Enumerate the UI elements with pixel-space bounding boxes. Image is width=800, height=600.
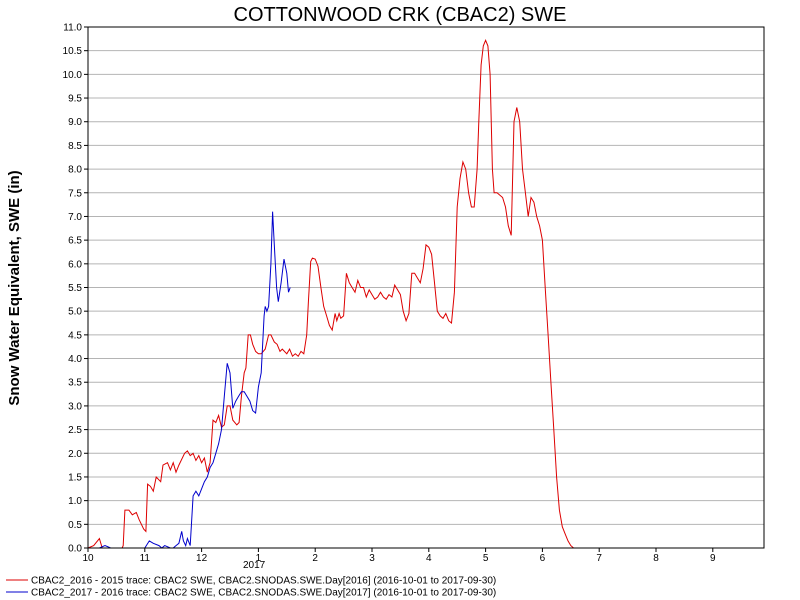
x-tick-label: 8: [653, 553, 659, 564]
y-tick-label: 5.5: [68, 283, 82, 294]
y-tick-label: 10.5: [63, 46, 83, 57]
x-tick-label: 10: [82, 553, 94, 564]
series-line-1: [87, 38, 764, 549]
legend-entry-1: CBAC2_2016 - 2015 trace: CBAC2 SWE, CBAC…: [31, 576, 496, 587]
y-tick-label: 0.5: [68, 520, 82, 531]
y-tick-label: 1.5: [68, 472, 82, 483]
y-tick-labels: 0.0 0.5 1.0 1.5 2.0 2.5 3.0 3.5 4.0 4.5 5.0 5.5 6.0 6…: [63, 23, 88, 555]
x-tick-label: 7: [596, 553, 602, 564]
y-tick-label: 7.5: [68, 188, 82, 199]
x-tick-label: 4: [426, 553, 432, 564]
y-tick-label: 1.0: [68, 496, 82, 507]
x-tick-label: 6: [540, 553, 546, 564]
y-tick-label: 2.5: [68, 425, 82, 436]
series-lines: [87, 38, 764, 549]
x-tick-label: 9: [710, 553, 716, 564]
series-line-2: [88, 211, 291, 549]
y-tick-label: 4.0: [68, 354, 82, 365]
y-tick-label: 6.0: [68, 259, 82, 270]
y-tick-label: 11.0: [63, 23, 82, 34]
x-tick-label: 3: [369, 553, 375, 564]
x-tick-label: 12: [196, 553, 208, 564]
x-tick-label: 5: [483, 553, 489, 564]
x-tick-label: 2: [312, 553, 318, 564]
x-tick-labels: 10 11 12 1 2 3 4 5 6 7 8 9: [82, 548, 716, 564]
year-label: 2017: [243, 560, 266, 571]
y-tick-label: 9.5: [68, 94, 82, 105]
y-tick-label: 0.0: [68, 544, 82, 555]
y-tick-label: 7.0: [68, 212, 82, 223]
y-tick-label: 8.0: [68, 165, 82, 176]
plot-frame: [87, 26, 765, 549]
y-tick-label: 10.0: [63, 70, 83, 81]
y-tick-label: 3.5: [68, 378, 82, 389]
x-tick-label: 1: [256, 553, 262, 564]
chart-title: COTTONWOOD CRK (CBAC2) SWE: [234, 4, 567, 26]
y-tick-label: 3.0: [68, 401, 82, 412]
y-tick-label: 9.0: [68, 117, 82, 128]
y-tick-label: 8.5: [68, 141, 82, 152]
y-tick-label: 5.0: [68, 307, 82, 318]
legend: CBAC2_2016 - 2015 trace: CBAC2 SWE, CBAC…: [6, 576, 496, 599]
legend-entry-2: CBAC2_2017 - 2016 trace: CBAC2 SWE, CBAC…: [31, 588, 496, 599]
grid-lines: [88, 26, 764, 525]
y-tick-label: 6.5: [68, 236, 82, 247]
y-tick-label: 2.0: [68, 449, 82, 460]
y-axis-label: Snow Water Equivalent, SWE (in): [6, 170, 23, 405]
y-tick-label: 4.5: [68, 330, 82, 341]
x-tick-label: 11: [140, 553, 151, 564]
